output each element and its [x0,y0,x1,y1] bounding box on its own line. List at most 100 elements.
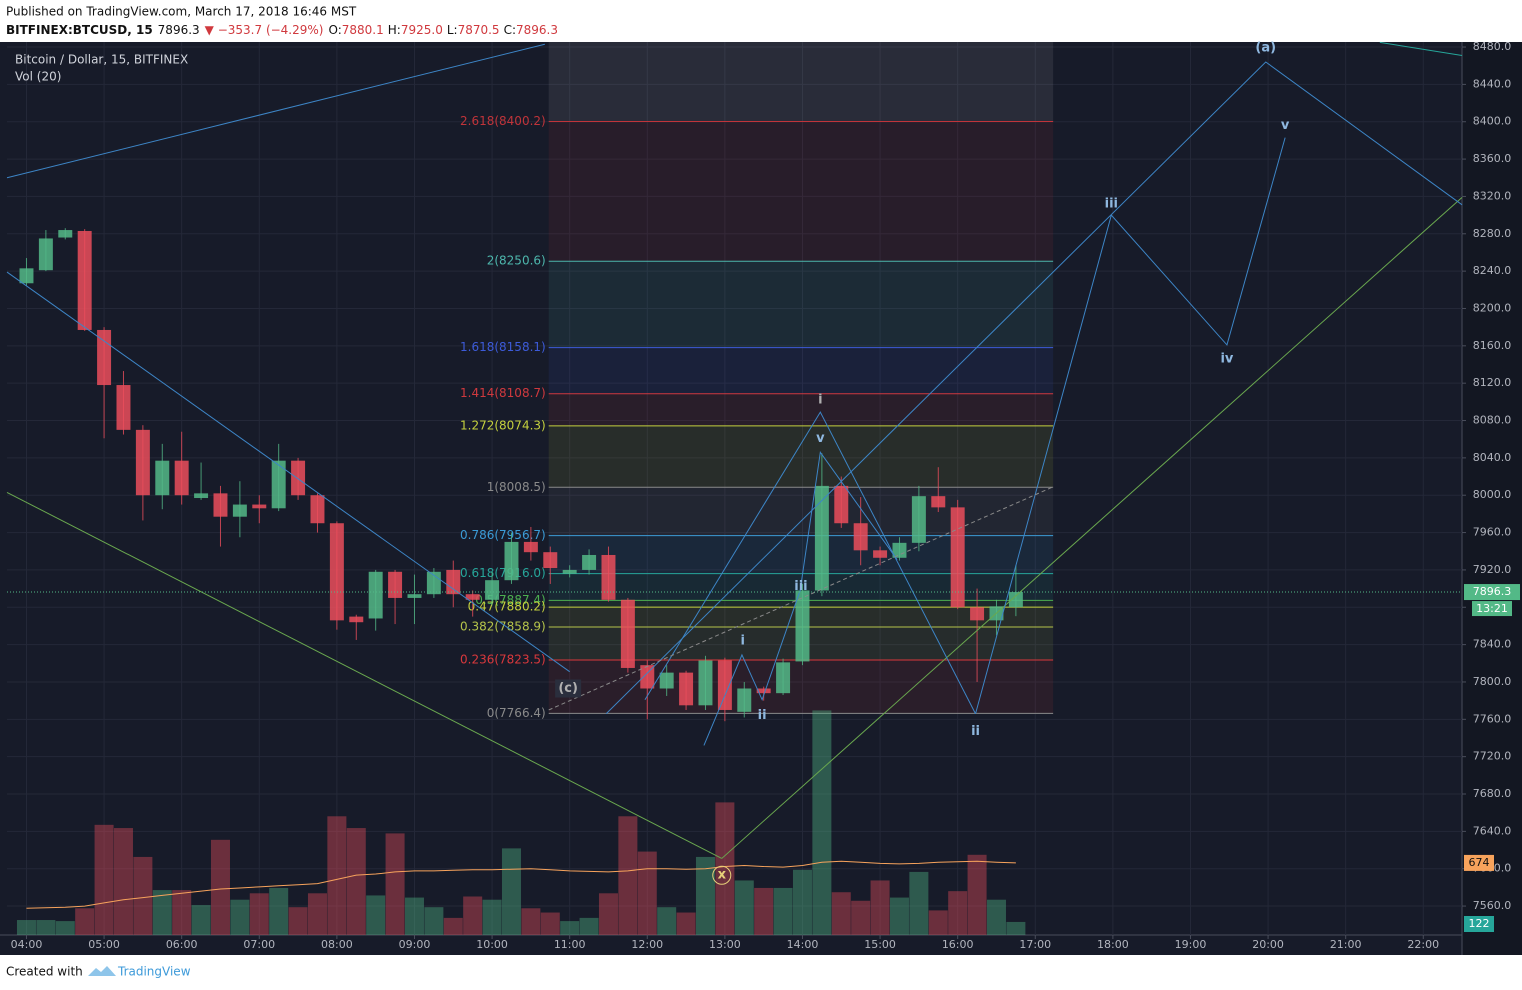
volume-bar [113,828,133,935]
axes: 8480.0 8440.0 8400.0 8360.0 8320.0 8280.0 8240… [7,40,1520,951]
x-tick-label: 22:00 [1407,938,1439,951]
y-tick-label: 7760.0 [1473,712,1512,725]
fib-band [548,660,1054,714]
volume-bar [1006,921,1026,935]
candle-body [271,460,286,509]
fib-label: 2(8250.6) [487,254,546,268]
candle-body [504,541,519,581]
y-tick-label: 7840.0 [1473,638,1512,651]
fib-label: 0.618(7916.0) [460,566,546,580]
candle-body [795,590,810,662]
fib-label: 0.47(7880.2) [468,600,546,614]
candle-body [349,616,364,623]
volume-bar [812,710,832,935]
volume-bar [734,880,754,935]
candle-body [213,493,228,517]
x-tick-label: 12:00 [631,938,663,951]
candle-body [717,660,732,710]
volume-legend: Vol (20) [15,70,61,84]
wave-label: i [740,633,744,648]
header-bg [0,0,1522,42]
candle-body [543,552,558,569]
y-tick-label: 8440.0 [1473,77,1512,90]
candle-body [368,571,383,619]
last-price: 7896.3 [158,23,200,37]
candle-body [174,460,189,496]
candle-body [873,550,888,558]
published: Published on TradingView.com, March 17, … [6,5,357,19]
candle-body [931,496,946,508]
trend-line [644,411,976,714]
volume-bar [443,917,463,935]
volume-bar [94,824,114,935]
change: ▼ −353.7 (−4.29%) [205,23,324,37]
wave-label: iii [794,579,807,594]
candle-body [329,523,344,621]
candle-body [620,599,635,668]
fib-label: 1.414(8108.7) [460,386,546,400]
fib-band [548,425,1054,488]
candle-body [834,485,849,524]
candle-body [659,672,674,689]
fib-label: 1.618(8158.1) [460,340,546,354]
volume-bar [288,907,308,935]
volume-bar [695,856,715,935]
volume-bar [986,899,1006,935]
wave-label: i [818,392,822,407]
volume [16,710,1026,935]
y-tick-label: 8080.0 [1473,414,1512,427]
fib-band [548,347,1054,394]
y-tick-label: 7560.0 [1473,899,1512,912]
volume-bar [889,897,909,935]
trend-line [1379,41,1463,56]
y-tick-label: 8200.0 [1473,301,1512,314]
candle-body [252,504,267,509]
trend-line [6,491,723,859]
y-tick-label: 7640.0 [1473,824,1512,837]
volume-ma-tag [1464,854,1494,871]
volume-bar [36,920,56,935]
fib-label: 2.618(8400.2) [460,114,546,128]
x-tick-label: 13:00 [709,938,741,951]
candle-body [892,542,907,558]
volume-bar [773,887,793,935]
candle-body [737,688,752,712]
candle-body [911,496,926,543]
brand[interactable]: TradingView [117,965,191,979]
volume-bar [754,887,774,935]
last-price-tag [1464,584,1520,601]
y-tick-label: 7920.0 [1473,563,1512,576]
x-tick-label: 20:00 [1252,938,1284,951]
volume-bar [191,905,211,935]
ohlc-label: L: [447,23,458,37]
x-tick-label: 10:00 [476,938,508,951]
volume-bar [851,900,871,935]
volume-bar [482,899,502,935]
candles [19,228,1023,722]
candle-body [194,493,209,499]
candle-body [19,268,34,284]
wave-label: v [816,431,825,446]
candle-body [640,665,655,689]
y-tick-label: 8120.0 [1473,376,1512,389]
candle-body [679,672,694,706]
candle-body [465,594,480,600]
volume-bar [230,899,250,935]
x-tick-label: 16:00 [942,938,974,951]
volume-bar [870,880,890,935]
candle-body [291,460,306,496]
trend-line [703,450,898,746]
brand-icon [88,966,116,976]
x-tick-label: 17:00 [1019,938,1051,951]
fib-band [548,261,1054,348]
volume-bar [16,920,36,935]
x-tick-label: 21:00 [1330,938,1362,951]
candle-body [756,688,771,694]
symbol: BITFINEX:BTCUSD, 15 [6,23,153,37]
fib-top-band [548,42,1054,122]
volume-bar [637,851,657,935]
x-tick-label: 06:00 [166,938,198,951]
candle-body [116,385,131,430]
y-tick-label: 8240.0 [1473,264,1512,277]
